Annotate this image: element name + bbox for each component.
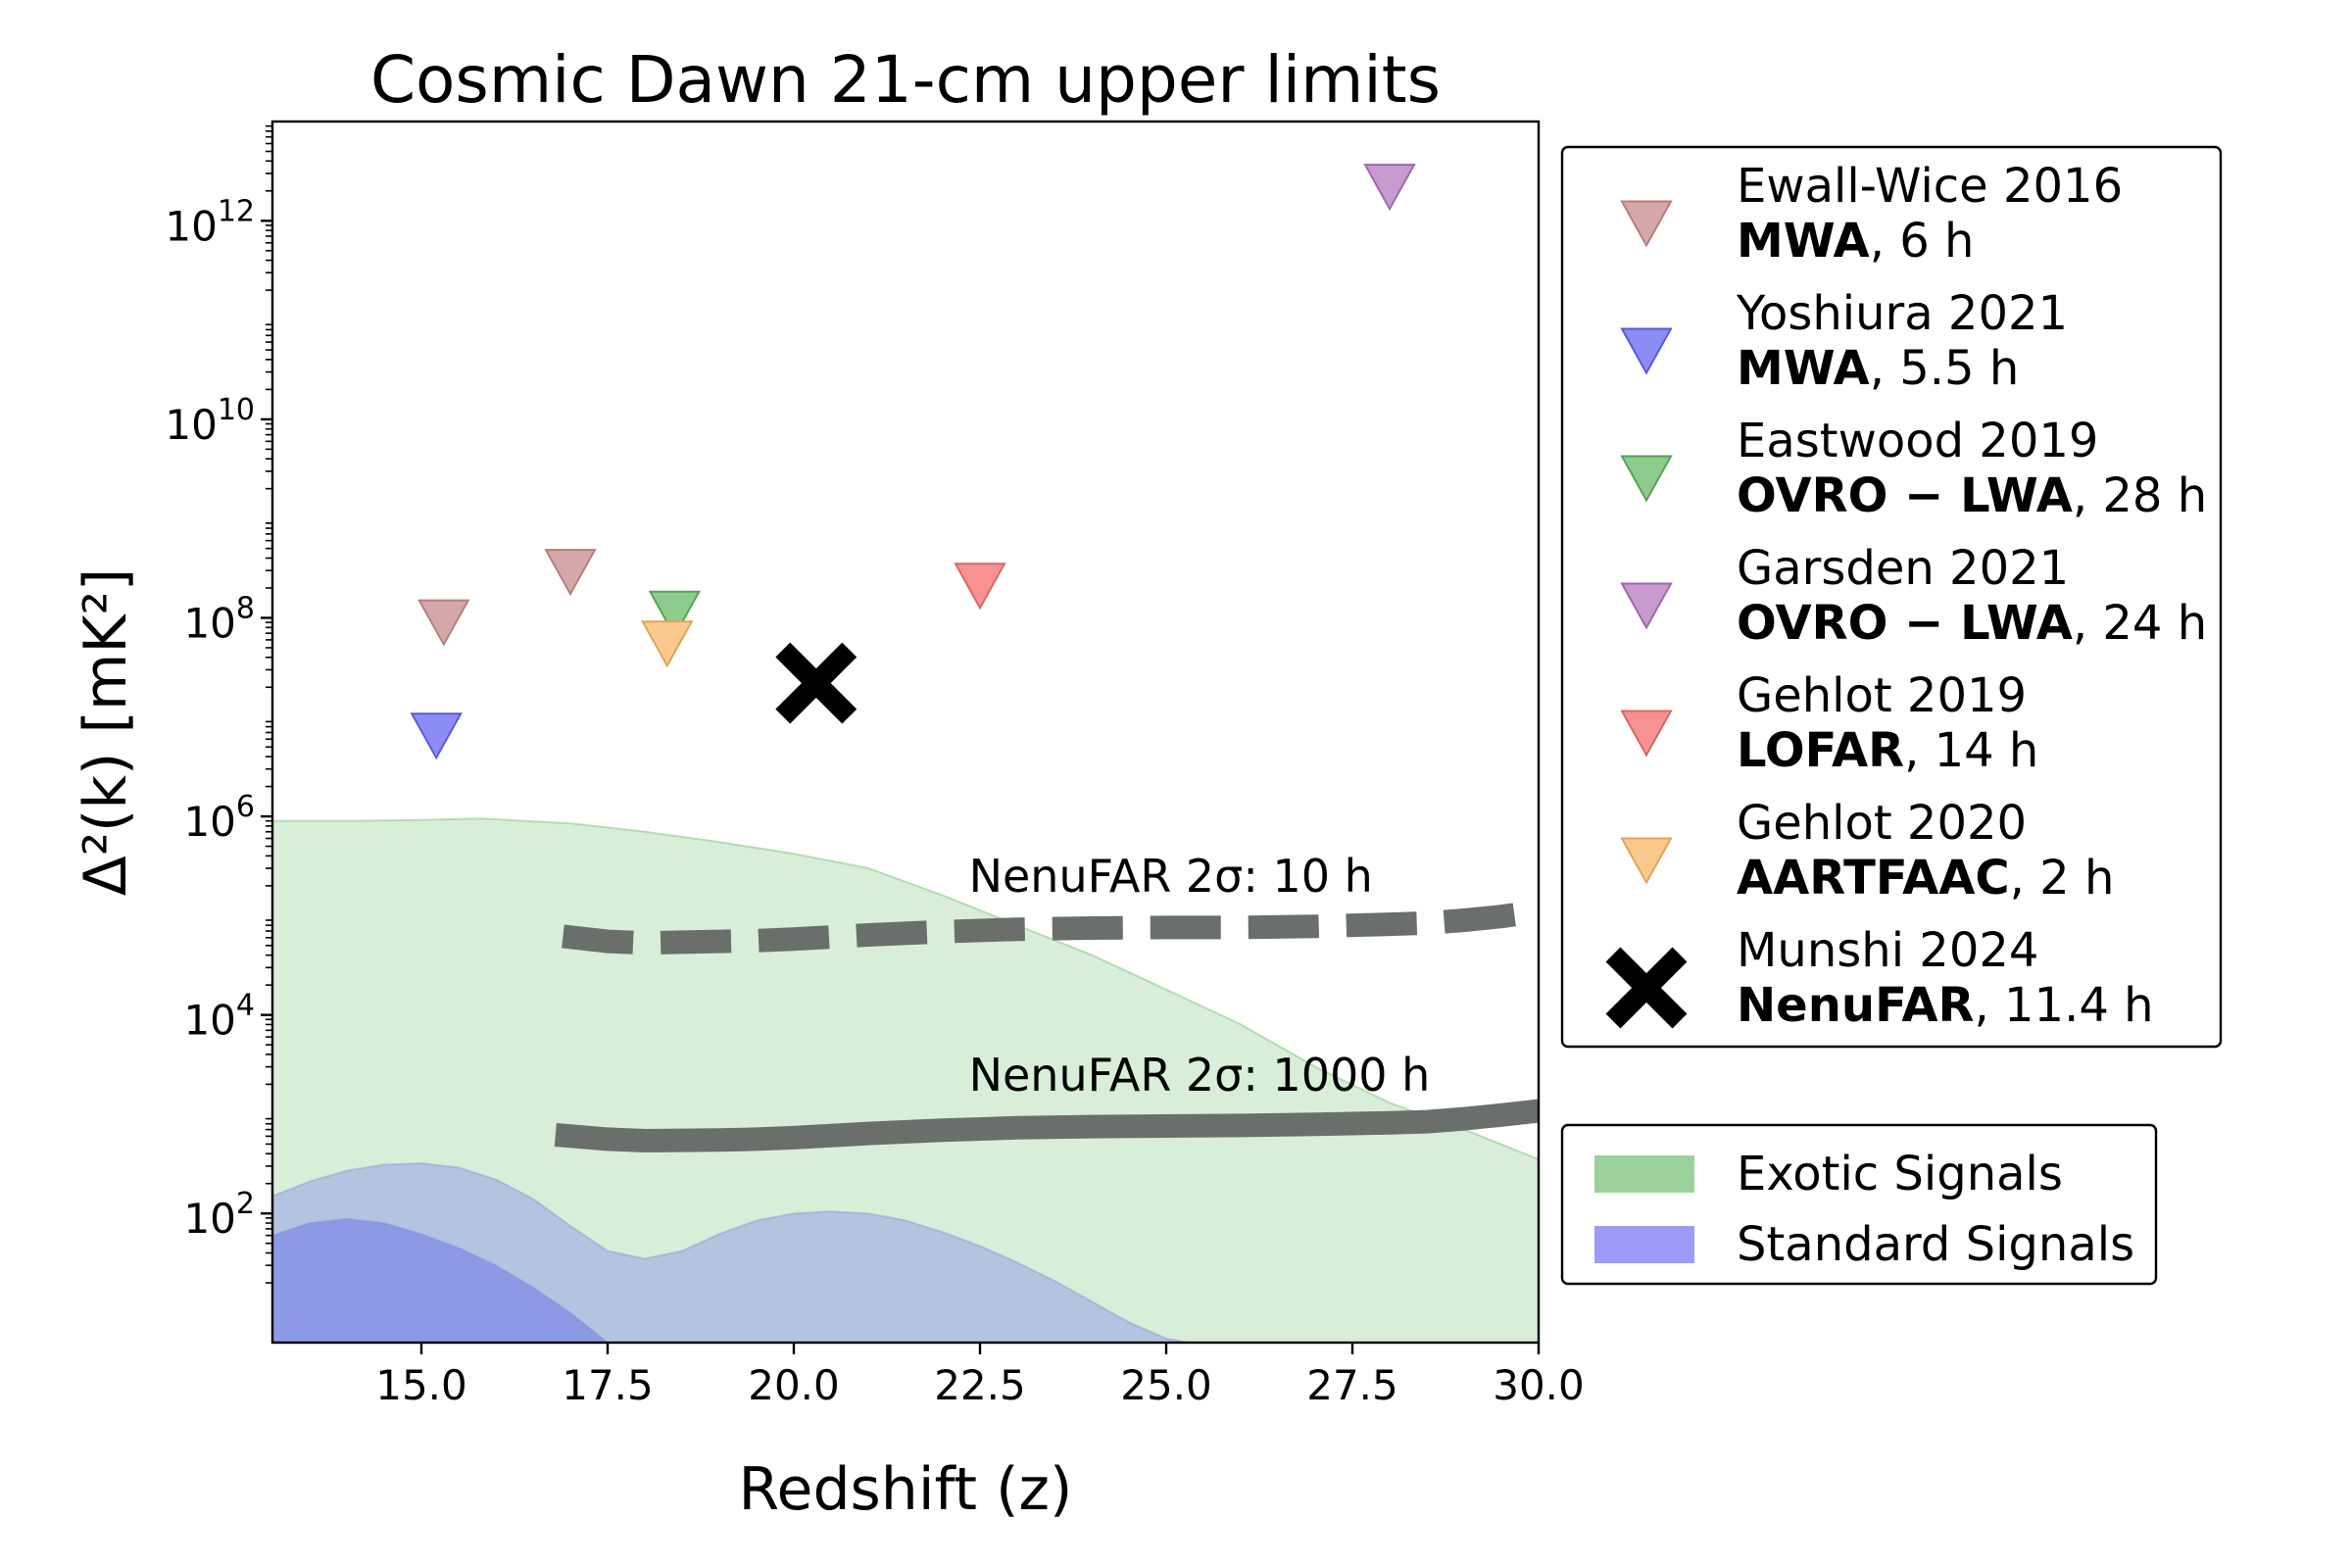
legend-marker-1: [1620, 327, 1673, 375]
legend-markers-frame: [1560, 145, 2223, 1049]
y-tick-label: 106: [183, 790, 255, 846]
y-tick-label: 108: [183, 591, 255, 647]
x-tick-label: 25.0: [1120, 1361, 1212, 1409]
legend-entry-name: Munshi 2024: [1737, 923, 2038, 978]
legend-marker-5: [1620, 837, 1673, 885]
legend-marker-munshi-2024: [1605, 947, 1688, 1029]
x-tick-label: 20.0: [748, 1361, 840, 1409]
y-tick-label: 1012: [165, 194, 255, 250]
legend-band-swatch-1: [1594, 1226, 1694, 1263]
legend-band-swatch-0: [1594, 1155, 1694, 1193]
legend-entry-instrument: LOFAR, 14 h: [1737, 723, 2038, 778]
legend-marker-3: [1620, 582, 1673, 630]
legend-entry-name: Gehlot 2019: [1737, 668, 2027, 723]
legend-marker-0: [1620, 200, 1673, 248]
legend-entry-name: Eastwood 2019: [1737, 414, 2098, 468]
limit-point-4-0: [954, 563, 1006, 611]
standard-signal-band-1: [272, 1217, 610, 1343]
y-axis-ticks: 102 104 106 108 1010 1012: [165, 124, 272, 1284]
limit-point-1-0: [410, 712, 463, 760]
curve-label-10h: NenuFAR 2σ: 10 h: [969, 850, 1373, 903]
limit-point-3-0: [1363, 164, 1416, 212]
y-tick-label: 102: [183, 1187, 255, 1243]
x-axis-label: Redshift (z): [739, 1455, 1073, 1524]
legend-entry-instrument: MWA, 6 h: [1737, 214, 1974, 269]
legend-entry-instrument: OVRO − LWA, 28 h: [1737, 468, 2207, 523]
y-tick-label: 104: [183, 989, 255, 1045]
legend-bands: Exotic Signals Standard Signals: [1560, 1123, 2158, 1286]
limit-point-2-0: [648, 590, 702, 638]
x-tick-label: 27.5: [1306, 1361, 1398, 1409]
legend-band-label-1: Standard Signals: [1737, 1217, 2134, 1272]
legend-entry-name: Garsden 2021: [1737, 541, 2069, 596]
legend-entry-instrument: NenuFAR, 11.4 h: [1737, 978, 2154, 1033]
legend-marker-4: [1620, 710, 1673, 758]
legend-marker-2: [1620, 455, 1673, 503]
legend-bands-frame: [1560, 1123, 2158, 1286]
x-tick-label: 15.0: [375, 1361, 467, 1409]
curve-label-1000h: NenuFAR 2σ: 1000 h: [969, 1049, 1431, 1102]
limit-point-0-1: [544, 549, 597, 597]
sensitivity-curves: [554, 900, 1539, 1152]
legend-band-label-0: Exotic Signals: [1737, 1147, 2063, 1201]
legend-entry-instrument: AARTFAAC, 2 h: [1737, 851, 2114, 906]
sensitivity-curve-1000h: [554, 1099, 1539, 1152]
y-axis-label: Δ²(k) [mK²]: [72, 568, 140, 896]
legend-entry-name: Yoshiura 2021: [1736, 286, 2068, 341]
sensitivity-curve-10h: [562, 900, 1539, 956]
x-tick-label: 17.5: [562, 1361, 654, 1409]
legend-entry-name: Ewall-Wice 2016: [1737, 159, 2123, 214]
legend-entry-name: Gehlot 2020: [1737, 796, 2027, 851]
upper-limit-points: [410, 164, 1416, 760]
y-tick-label: 1010: [165, 393, 255, 449]
chart-title: Cosmic Dawn 21-cm upper limits: [370, 42, 1441, 118]
x-axis-ticks: 15.0 17.5 20.0 22.5 25.0 27.5 30.0: [375, 1343, 1585, 1409]
x-tick-label: 22.5: [934, 1361, 1026, 1409]
legend-entry-instrument: MWA, 5.5 h: [1737, 341, 2019, 396]
legend-entry-instrument: OVRO − LWA, 24 h: [1737, 596, 2207, 651]
limit-point-munshi-2024: [775, 642, 858, 724]
limit-point-0-0: [417, 599, 470, 647]
limit-point-5-0: [641, 620, 694, 668]
curve-annotations: NenuFAR 2σ: 10 h NenuFAR 2σ: 1000 h: [969, 850, 1431, 1102]
x-tick-label: 30.0: [1493, 1361, 1585, 1409]
